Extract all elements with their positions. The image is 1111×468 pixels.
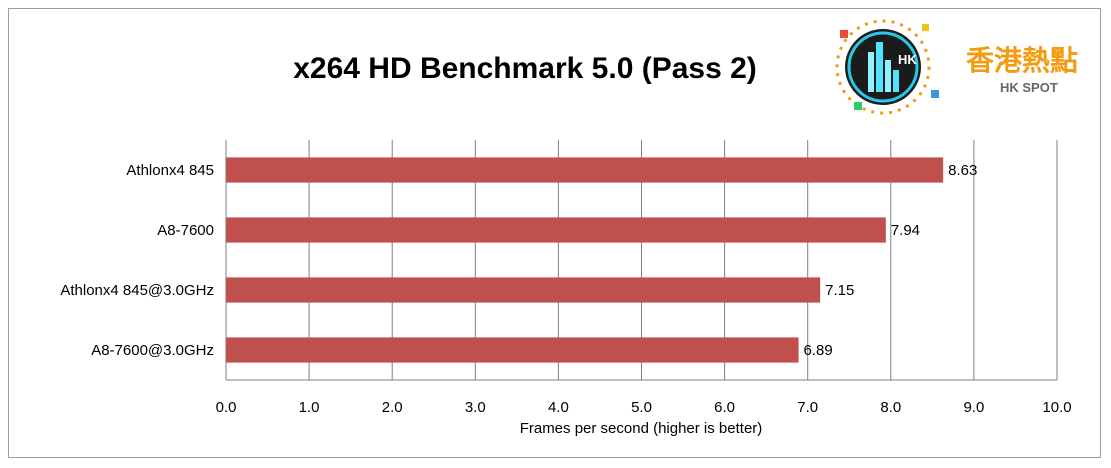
bar: [226, 157, 944, 183]
value-label: 7.15: [825, 282, 854, 299]
category-labels: Athlonx4 845 A8-7600 Athlonx4 845@3.0GHz A8…: [60, 162, 214, 359]
category-label: A8-7600: [157, 222, 214, 239]
x-tick-label: 9.0: [963, 399, 984, 416]
logo-brand-text: HK SPOT: [1000, 80, 1058, 95]
x-tick-label: 1.0: [299, 399, 320, 416]
x-tick-label: 4.0: [548, 399, 569, 416]
value-label: 7.94: [891, 222, 920, 239]
category-label: Athlonx4 845@3.0GHz: [60, 282, 214, 299]
x-tick-label: 5.0: [631, 399, 652, 416]
value-labels: 8.63 7.94 7.15 6.89: [804, 162, 978, 359]
bar: [226, 337, 799, 363]
bars: [226, 157, 944, 363]
value-label: 6.89: [804, 342, 833, 359]
logo-emblem: HK: [835, 19, 939, 115]
category-label: A8-7600@3.0GHz: [91, 342, 214, 359]
logo-hk-text: HK: [898, 52, 917, 67]
x-tick-label: 2.0: [382, 399, 403, 416]
x-axis-label: Frames per second (higher is better): [520, 420, 763, 437]
x-tick-labels: 0.0 1.0 2.0 3.0 4.0 5.0 6.0 7.0 8.0 9.0 10.0: [216, 399, 1072, 416]
x-tick-label: 7.0: [797, 399, 818, 416]
logo-chinese-text: 香港熱點: [966, 45, 1078, 76]
hk-spot-logo: HK 香港熱點 HK SPOT: [835, 19, 1078, 115]
x-tick-label: 6.0: [714, 399, 735, 416]
x-tick-label: 0.0: [216, 399, 237, 416]
bar: [226, 217, 886, 243]
x-tick-label: 10.0: [1042, 399, 1071, 416]
bar: [226, 277, 821, 303]
x-tick-label: 3.0: [465, 399, 486, 416]
x-tick-label: 8.0: [880, 399, 901, 416]
chart-title: x264 HD Benchmark 5.0 (Pass 2): [293, 52, 757, 85]
category-label: Athlonx4 845: [126, 162, 214, 179]
value-label: 8.63: [948, 162, 977, 179]
